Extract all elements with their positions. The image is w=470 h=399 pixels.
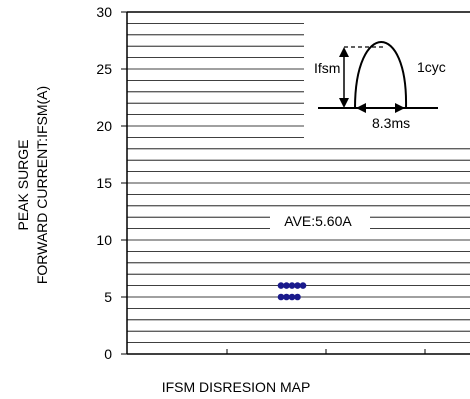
chart-title: IFSM DISRESION MAP <box>162 379 311 395</box>
average-annotation: AVE:5.60A <box>284 213 352 229</box>
y-tick-label: 0 <box>104 346 112 362</box>
y-tick-label: 5 <box>104 289 112 305</box>
y-tick-label: 15 <box>96 175 112 191</box>
y-tick-label: 25 <box>96 61 112 77</box>
data-point <box>288 282 296 289</box>
y-tick-label: 20 <box>96 118 112 134</box>
annotation-background <box>270 211 370 231</box>
inset-half-sine <box>354 41 408 109</box>
data-point <box>288 293 296 301</box>
inset-width-label: 8.3ms <box>372 115 410 131</box>
y-tick-label: 30 <box>96 4 112 20</box>
y-tick-label: 10 <box>96 232 112 248</box>
data-point <box>277 282 285 289</box>
y-axis-label-line-1: PEAK SURGE <box>15 139 31 230</box>
data-point <box>294 293 301 301</box>
inset-waveform: Ifsm 1cyc 8.3ms <box>304 14 470 142</box>
inset-background <box>304 14 470 142</box>
data-point <box>294 282 301 289</box>
data-point <box>277 293 285 301</box>
y-tick-labels: 0 5 10 15 20 25 30 <box>96 4 127 362</box>
data-point <box>283 293 290 301</box>
inset-arrowhead-down <box>339 98 349 108</box>
data-point <box>299 282 307 289</box>
inset-arrowhead-up <box>339 47 349 57</box>
inset-arrowhead-right <box>395 103 405 113</box>
inset-cycle-label: 1cyc <box>417 59 446 75</box>
y-axis-label-line-2: FORWARD CURRENT:IFSM(A) <box>34 86 50 284</box>
inset-peak-label: Ifsm <box>314 60 340 76</box>
data-point <box>283 282 290 289</box>
data-points <box>277 282 307 301</box>
inset-arrowhead-left <box>356 103 366 113</box>
